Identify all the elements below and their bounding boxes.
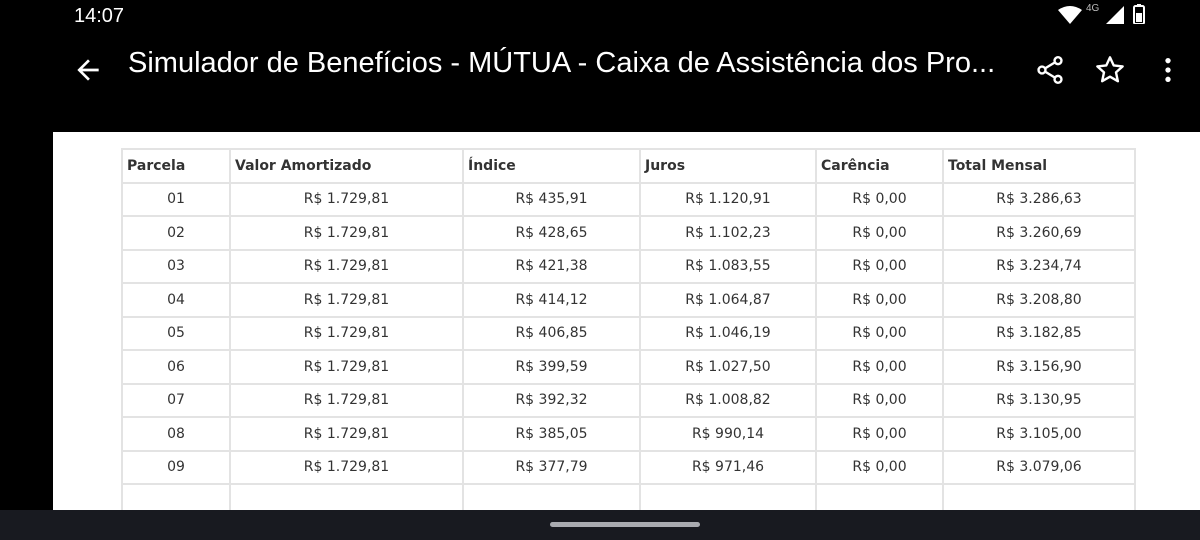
cell-indice: R$ 385,05 xyxy=(462,416,641,452)
cell-carencia: R$ 0,00 xyxy=(815,449,944,485)
network-type-label: 4G xyxy=(1086,3,1100,14)
share-icon[interactable] xyxy=(1034,54,1066,86)
table-row: 02 R$ 1.729,81 R$ 428,65 R$ 1.102,23 R$ 0,00… xyxy=(121,215,1136,251)
cell-valor-amortizado: R$ 1.729,81 xyxy=(229,449,464,485)
cell-juros: R$ 1.064,87 xyxy=(639,282,817,318)
cell-juros xyxy=(639,483,817,510)
cell-parcela: 06 xyxy=(121,349,231,385)
table-row: 03 R$ 1.729,81 R$ 421,38 R$ 1.083,55 R$ 0,00… xyxy=(121,248,1136,284)
more-vert-icon[interactable] xyxy=(1152,54,1184,86)
cell-carencia: R$ 0,00 xyxy=(815,248,944,284)
cell-indice: R$ 377,79 xyxy=(462,449,641,485)
cell-valor-amortizado: R$ 1.729,81 xyxy=(229,349,464,385)
table-row: 09 R$ 1.729,81 R$ 377,79 R$ 971,46 R$ 0,00 R$… xyxy=(121,449,1136,485)
table-row: 07 R$ 1.729,81 R$ 392,32 R$ 1.008,82 R$ 0,00… xyxy=(121,382,1136,418)
cell-total-mensal: R$ 3.286,63 xyxy=(942,181,1136,217)
cell-valor-amortizado: R$ 1.729,81 xyxy=(229,382,464,418)
cell-juros: R$ 1.102,23 xyxy=(639,215,817,251)
cell-parcela xyxy=(121,483,231,510)
cell-juros: R$ 1.046,19 xyxy=(639,315,817,351)
cell-total-mensal: R$ 3.234,74 xyxy=(942,248,1136,284)
cell-total-mensal xyxy=(942,483,1136,510)
cell-parcela: 01 xyxy=(121,181,231,217)
cell-valor-amortizado xyxy=(229,483,464,510)
navigation-bar xyxy=(0,510,1200,540)
cell-indice: R$ 435,91 xyxy=(462,181,641,217)
wifi-icon xyxy=(1058,6,1082,24)
cell-juros: R$ 1.083,55 xyxy=(639,248,817,284)
gesture-handle[interactable] xyxy=(550,522,700,527)
cell-indice: R$ 421,38 xyxy=(462,248,641,284)
cell-total-mensal: R$ 3.182,85 xyxy=(942,315,1136,351)
status-time: 14:07 xyxy=(74,5,125,27)
app-bar: Simulador de Benefícios - MÚTUA - Caixa … xyxy=(0,32,1200,104)
status-bar: 14:07 4G xyxy=(0,0,1200,32)
cell-indice: R$ 414,12 xyxy=(462,282,641,318)
cell-juros: R$ 971,46 xyxy=(639,449,817,485)
cell-parcela: 05 xyxy=(121,315,231,351)
cell-total-mensal: R$ 3.208,80 xyxy=(942,282,1136,318)
table-row xyxy=(121,483,1136,510)
cell-total-mensal: R$ 3.156,90 xyxy=(942,349,1136,385)
cell-parcela: 04 xyxy=(121,282,231,318)
cell-total-mensal: R$ 3.130,95 xyxy=(942,382,1136,418)
header-valor-amortizado: Valor Amortizado xyxy=(229,148,464,184)
table-row: 04 R$ 1.729,81 R$ 414,12 R$ 1.064,87 R$ 0,00… xyxy=(121,282,1136,318)
cell-carencia: R$ 0,00 xyxy=(815,181,944,217)
page-title: Simulador de Benefícios - MÚTUA - Caixa … xyxy=(128,47,996,79)
table-row: 08 R$ 1.729,81 R$ 385,05 R$ 990,14 R$ 0,00 R$… xyxy=(121,416,1136,452)
cell-parcela: 02 xyxy=(121,215,231,251)
cell-valor-amortizado: R$ 1.729,81 xyxy=(229,248,464,284)
cell-juros: R$ 990,14 xyxy=(639,416,817,452)
cell-carencia: R$ 0,00 xyxy=(815,416,944,452)
amortization-table: Parcela Valor Amortizado Índice Juros Ca… xyxy=(121,148,1136,510)
table-row: 06 R$ 1.729,81 R$ 399,59 R$ 1.027,50 R$ 0,00… xyxy=(121,349,1136,385)
battery-icon xyxy=(1133,4,1145,24)
cell-indice: R$ 399,59 xyxy=(462,349,641,385)
cell-valor-amortizado: R$ 1.729,81 xyxy=(229,181,464,217)
cell-juros: R$ 1.120,91 xyxy=(639,181,817,217)
cell-indice: R$ 406,85 xyxy=(462,315,641,351)
header-total-mensal: Total Mensal xyxy=(942,148,1136,184)
cell-valor-amortizado: R$ 1.729,81 xyxy=(229,282,464,318)
cell-carencia: R$ 0,00 xyxy=(815,315,944,351)
cell-indice xyxy=(462,483,641,510)
table-row: 01 R$ 1.729,81 R$ 435,91 R$ 1.120,91 R$ 0,00… xyxy=(121,181,1136,217)
cell-juros: R$ 1.027,50 xyxy=(639,349,817,385)
cell-parcela: 07 xyxy=(121,382,231,418)
table-header-row: Parcela Valor Amortizado Índice Juros Ca… xyxy=(121,148,1136,184)
cell-carencia xyxy=(815,483,944,510)
cellular-signal-icon xyxy=(1106,6,1124,24)
cell-carencia: R$ 0,00 xyxy=(815,349,944,385)
web-content: Parcela Valor Amortizado Índice Juros Ca… xyxy=(53,132,1200,510)
cell-carencia: R$ 0,00 xyxy=(815,215,944,251)
cell-indice: R$ 428,65 xyxy=(462,215,641,251)
cell-valor-amortizado: R$ 1.729,81 xyxy=(229,315,464,351)
header-carencia: Carência xyxy=(815,148,944,184)
cell-parcela: 03 xyxy=(121,248,231,284)
cell-total-mensal: R$ 3.260,69 xyxy=(942,215,1136,251)
cell-total-mensal: R$ 3.105,00 xyxy=(942,416,1136,452)
cell-valor-amortizado: R$ 1.729,81 xyxy=(229,416,464,452)
cell-parcela: 08 xyxy=(121,416,231,452)
cell-parcela: 09 xyxy=(121,449,231,485)
header-parcela: Parcela xyxy=(121,148,231,184)
back-arrow-icon[interactable] xyxy=(72,54,104,86)
cell-total-mensal: R$ 3.079,06 xyxy=(942,449,1136,485)
star-icon[interactable] xyxy=(1094,54,1126,86)
cell-carencia: R$ 0,00 xyxy=(815,282,944,318)
table-row: 05 R$ 1.729,81 R$ 406,85 R$ 1.046,19 R$ 0,00… xyxy=(121,315,1136,351)
cell-valor-amortizado: R$ 1.729,81 xyxy=(229,215,464,251)
header-indice: Índice xyxy=(462,148,641,184)
cell-carencia: R$ 0,00 xyxy=(815,382,944,418)
cell-indice: R$ 392,32 xyxy=(462,382,641,418)
cell-juros: R$ 1.008,82 xyxy=(639,382,817,418)
header-juros: Juros xyxy=(639,148,817,184)
